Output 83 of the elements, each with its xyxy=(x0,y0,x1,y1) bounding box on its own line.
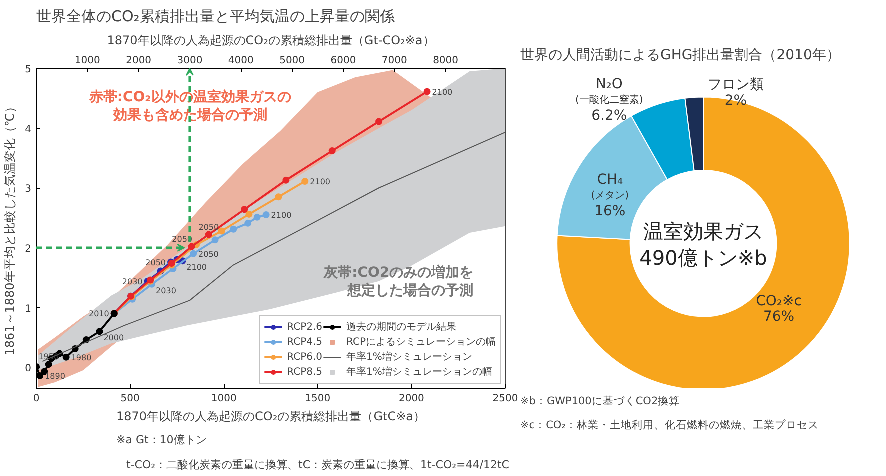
text: ※b：GWP100に基づくCO2換算 xyxy=(520,394,680,408)
annotation: 2010 xyxy=(88,310,110,319)
y-tick-label: 2 xyxy=(25,244,32,255)
x2-tick-label: 6000 xyxy=(330,56,356,66)
x-axis-title: 1870年以降の人為起源のCO₂の累積総排出量（GtC※a） xyxy=(116,410,426,424)
legend-label: RCP4.5 xyxy=(287,336,323,348)
point xyxy=(254,214,261,221)
legend-label: 過去の期間のモデル結果 xyxy=(346,320,457,334)
annotation: 2000 xyxy=(104,334,124,343)
x2-tick-label: 5000 xyxy=(280,56,306,66)
point xyxy=(244,220,252,227)
y-tick-label: 4 xyxy=(25,124,32,136)
point xyxy=(45,361,52,368)
point xyxy=(262,212,270,219)
text: ※a Gt：10億トン xyxy=(116,434,207,446)
point xyxy=(62,354,70,361)
annotation: 2100 xyxy=(432,88,453,97)
slice-label: CO₂※c xyxy=(756,293,802,310)
annotation: 2030 xyxy=(122,277,143,286)
slice-label: CH₄ (メタン) xyxy=(591,172,630,202)
data-label: 16% xyxy=(594,204,626,220)
point xyxy=(36,372,44,380)
x2-tick-label: 2000 xyxy=(126,56,152,66)
legend-label: RCPによるシミュレーションの幅 xyxy=(346,336,496,349)
text: ※c：CO₂：林業・土地利用、化石燃料の燃焼、工業プロセス xyxy=(520,418,819,432)
point xyxy=(230,226,238,233)
point xyxy=(282,176,290,184)
x2-tick-label: 7000 xyxy=(382,56,408,66)
text: t-CO₂：二酸化炭素の重量に換算、tC：炭素の重量に換算、1t-CO₂=44/12tC xyxy=(126,458,510,472)
slice-label: N₂O (一酸化二窒素) xyxy=(575,76,644,106)
legend-label: RCP8.5 xyxy=(287,366,323,378)
point xyxy=(218,228,226,235)
legend-label: 年率1%増シミュレーションの幅 xyxy=(346,366,492,379)
y-axis-title: 1861～1880年平均と比較した気温変化（℃） xyxy=(3,101,18,356)
annotation: 1980 xyxy=(71,353,92,362)
chart-title: 世界の人間活動によるGHG排出量割合（2010年） xyxy=(520,48,840,64)
text: 490億トン※b xyxy=(640,246,768,270)
x2-axis-title: 1870年以降の人為起源のCO₂の累積総排出量（Gt-CO₂※a） xyxy=(107,34,435,48)
x2-tick-label: 1000 xyxy=(74,56,100,66)
point xyxy=(246,210,253,218)
point xyxy=(212,236,219,244)
point xyxy=(205,231,212,238)
x2-tick-label: 4000 xyxy=(228,56,254,66)
annotation: 2050 xyxy=(198,222,220,232)
point xyxy=(96,328,104,336)
x2-tick-label: 3000 xyxy=(177,56,203,66)
annotation: 2100 xyxy=(310,178,331,187)
point xyxy=(424,88,431,96)
legend-label: 年率1%増シミュレーション xyxy=(346,350,472,364)
point xyxy=(190,250,198,258)
legend-label: RCP2.6 xyxy=(287,321,323,333)
point xyxy=(188,243,196,250)
x-tick-label: 1000 xyxy=(211,394,237,404)
data-label: 6.2% xyxy=(592,108,628,124)
legend-label: RCP6.0 xyxy=(287,351,323,363)
annotation: 1890 xyxy=(45,372,66,381)
x2-tick-label: 8000 xyxy=(433,56,459,66)
annotation: 2100 xyxy=(186,263,207,272)
annotation: 2100 xyxy=(271,211,292,220)
y-tick-label: 0 xyxy=(25,364,32,375)
point xyxy=(328,148,336,155)
slice-label: フロン類 xyxy=(708,77,764,94)
point xyxy=(275,194,282,201)
x-tick-label: 2000 xyxy=(398,394,424,404)
annotation: 2030 xyxy=(156,286,176,296)
x-tick-label: 2500 xyxy=(492,394,518,404)
point xyxy=(241,206,248,214)
y-tick-label: 1 xyxy=(25,304,32,315)
annotation: 想定した場合の予測 xyxy=(346,282,474,299)
x-tick-label: 1500 xyxy=(305,394,331,404)
point xyxy=(376,118,383,126)
annotation: 2050 xyxy=(198,250,219,259)
x-tick-label: 500 xyxy=(120,394,140,404)
annotation: 赤帯:CO₂以外の温室効果ガスの xyxy=(88,88,292,106)
annotation: 1950 xyxy=(38,352,60,362)
chart-title: 世界全体のCO₂累積排出量と平均気温の上昇量の関係 xyxy=(36,8,395,26)
annotation: 灰帯:CO2のみの増加を xyxy=(323,264,474,281)
text: 温室効果ガス xyxy=(644,220,764,244)
x-tick-label: 0 xyxy=(33,394,40,404)
y-tick-label: 5 xyxy=(25,64,32,76)
data-label: 76% xyxy=(763,309,795,326)
point xyxy=(302,178,309,186)
y-tick-label: 3 xyxy=(25,184,32,196)
